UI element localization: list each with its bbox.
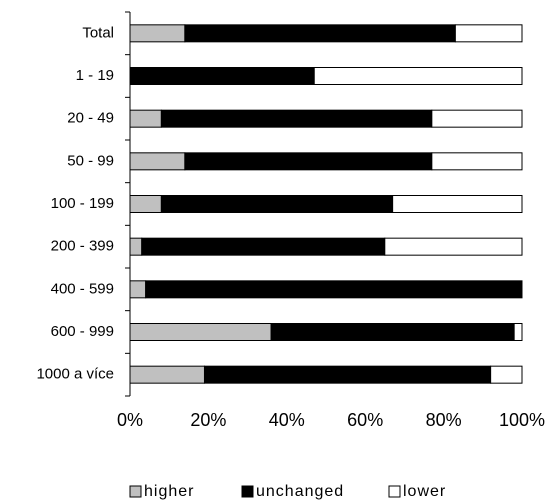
bar-segment [513, 323, 523, 341]
legend-label: unchanged [256, 483, 344, 500]
x-tick-label: 40% [269, 410, 305, 430]
y-tick-label: Total [82, 24, 114, 41]
bar-segment [141, 237, 386, 256]
bar-segment [129, 24, 186, 43]
bar-segment [270, 323, 515, 341]
bar-segment [384, 237, 523, 256]
y-tick-label: 100 - 199 [51, 195, 114, 212]
y-tick-label: 600 - 999 [51, 323, 114, 340]
bar-segment [129, 67, 315, 85]
bar-segment [160, 109, 433, 128]
y-tick-label: 1 - 19 [76, 67, 114, 84]
x-tick-label: 100% [499, 410, 545, 430]
y-tick-label: 50 - 99 [67, 152, 114, 169]
legend-label: higher [144, 483, 194, 500]
legend-swatch [241, 485, 254, 498]
bar-segment [431, 109, 523, 128]
legend-swatch [129, 485, 142, 498]
bar-segment [454, 24, 523, 43]
legend-swatch [388, 485, 401, 498]
y-tick-label: 400 - 599 [51, 280, 114, 297]
bar-segment [160, 195, 394, 213]
x-tick-label: 60% [347, 410, 383, 430]
bar-segment [392, 195, 523, 213]
bar-segment [203, 365, 492, 384]
bar-segment [145, 280, 523, 299]
bar-segment [129, 365, 205, 384]
x-tick-label: 80% [426, 410, 462, 430]
bar-segment [129, 323, 272, 341]
x-tick-label: 20% [190, 410, 226, 430]
bar-segment [431, 152, 523, 171]
bar-segment [129, 280, 147, 299]
legend-label: lower [403, 483, 446, 500]
x-tick-label: 0% [117, 410, 143, 430]
bar-segment [184, 24, 456, 43]
y-tick-label: 200 - 399 [51, 238, 114, 255]
bar-segment [313, 67, 523, 85]
bar-segment [490, 365, 523, 384]
y-tick-label: 20 - 49 [67, 110, 114, 127]
bar-segment [184, 152, 433, 171]
y-tick-label: 1000 a více [36, 366, 114, 383]
bar-segment [129, 237, 143, 256]
bar-segment [129, 152, 186, 171]
bar-segment [129, 195, 162, 213]
bar-segment [129, 109, 162, 128]
